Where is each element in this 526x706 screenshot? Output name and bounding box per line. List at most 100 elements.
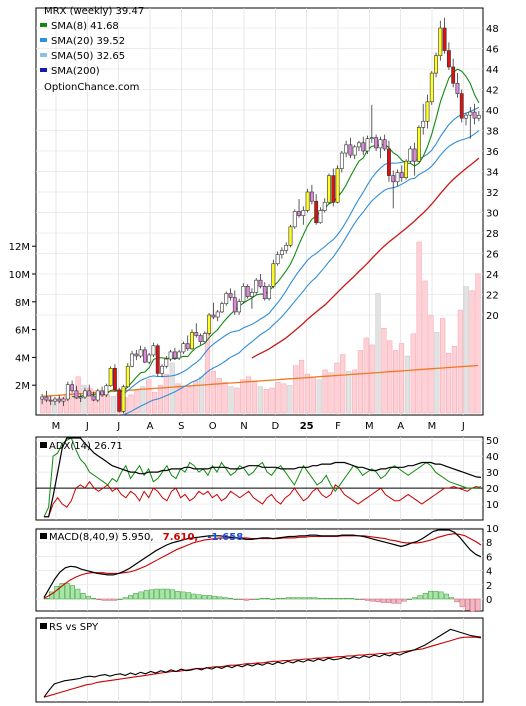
candlesticks — [40, 17, 481, 414]
volume-bar — [234, 387, 240, 414]
candle-body — [168, 351, 173, 360]
volume-bar — [387, 340, 393, 414]
candle-body — [48, 399, 53, 402]
adx-tick-label: 40 — [486, 452, 499, 463]
macd-histogram-bar — [401, 598, 407, 602]
candle-body — [288, 226, 293, 246]
price-tick-label: 44 — [486, 65, 499, 76]
candle-body — [335, 168, 340, 203]
candle-body — [331, 175, 336, 203]
candle-body — [142, 349, 147, 363]
volume-tick-label: 2M — [15, 381, 30, 392]
candle-body — [224, 293, 229, 305]
macd-histogram-bar — [412, 597, 418, 600]
candle-body — [40, 396, 45, 400]
candle-body — [339, 152, 344, 169]
volume-bar — [87, 387, 93, 414]
candle-body — [53, 398, 57, 402]
volume-tick-label: 8M — [15, 298, 30, 309]
volume-bar — [363, 337, 369, 414]
candle-body — [476, 115, 481, 119]
volume-bar — [269, 387, 275, 414]
volume-bar — [69, 393, 75, 414]
volume-bar — [81, 384, 87, 414]
x-tick-label: 25 — [300, 421, 314, 432]
macd-histogram-bar — [249, 598, 255, 600]
candle-body — [181, 343, 186, 353]
candle-body — [100, 390, 105, 396]
volume-bar — [440, 318, 446, 414]
candle-body — [151, 345, 156, 356]
macd-histogram-bar — [291, 597, 297, 600]
volume-bar — [381, 327, 387, 414]
macd-histogram-bar — [43, 598, 49, 600]
price-tick-label: 36 — [486, 147, 499, 158]
sma8-line — [72, 68, 480, 398]
volume-bar — [146, 379, 152, 414]
volume-bar — [322, 369, 328, 414]
candle-body — [408, 148, 413, 162]
macd-legend-swatch — [40, 533, 47, 539]
candle-body — [190, 332, 194, 350]
volume-bar — [334, 362, 340, 414]
price-tick-label: 22 — [486, 291, 499, 302]
candle-body — [57, 398, 62, 402]
macd-histogram-bar — [70, 585, 76, 600]
watermark: OptionChance.com — [44, 82, 139, 93]
volume-bar — [357, 350, 363, 414]
volume-bar — [169, 362, 175, 414]
macd-histogram-bar — [433, 590, 439, 600]
candle-body — [451, 66, 456, 84]
macd-histogram-bar — [438, 591, 444, 600]
x-tick-label: M — [52, 421, 61, 432]
volume-bar — [328, 372, 334, 414]
candle-body — [425, 101, 430, 122]
macd-tick-label: 6 — [486, 552, 492, 563]
macd-histogram-bar — [222, 597, 228, 600]
macd-tick-label: 8 — [486, 538, 492, 549]
candle-body — [78, 396, 83, 399]
macd-histogram-bar — [164, 588, 170, 600]
macd-histogram-bar — [217, 596, 223, 600]
x-tick-label: M — [365, 421, 374, 432]
adx-panel — [35, 436, 484, 521]
volume-bar — [422, 280, 428, 414]
macd-title: MACD(8,40,9) 5.950, 7.610, -1.658 — [49, 532, 243, 543]
macd-line — [43, 529, 482, 598]
candle-body — [83, 390, 87, 398]
moving-averages — [72, 68, 480, 416]
price-tick-label: 40 — [486, 106, 499, 117]
volume-bar — [369, 344, 375, 414]
macd-legend: MACD(8,40,9) 5.950, 7.610, -1.658 — [40, 532, 243, 543]
macd-histogram-bar — [385, 598, 391, 603]
volume-bar — [346, 371, 352, 414]
macd-histogram-bar — [64, 583, 70, 600]
candle-body — [348, 144, 353, 156]
candle-body — [327, 175, 331, 203]
macd-histogram-bar — [196, 594, 202, 600]
macd-histogram-bar — [243, 598, 249, 601]
macd-histogram-bar — [322, 598, 328, 600]
x-tick-label: S — [178, 421, 184, 432]
volume-bar — [398, 343, 405, 414]
macd-histogram-bar — [275, 598, 281, 600]
macd-value: 7.610, — [163, 532, 198, 543]
macd-histogram-bar — [75, 588, 81, 600]
candle-body — [297, 211, 301, 216]
macd-histogram-bar — [391, 598, 397, 604]
volume-bar — [216, 378, 222, 414]
candle-body — [138, 349, 143, 357]
macd-tick-label: 2 — [486, 581, 492, 592]
price-tick-label: 26 — [486, 250, 499, 261]
candle-body — [344, 144, 349, 154]
macd-histogram-bar — [296, 597, 302, 600]
volume-bar — [151, 391, 158, 414]
sma20-line — [123, 130, 480, 416]
macd-histogram-bar — [154, 588, 160, 600]
macd-histogram-bar — [280, 598, 286, 600]
volume-ma-line — [42, 364, 479, 397]
candle-body — [74, 390, 79, 399]
candle-body — [70, 384, 75, 392]
volume-bar — [304, 373, 311, 414]
macd-histogram-bar — [101, 598, 107, 601]
